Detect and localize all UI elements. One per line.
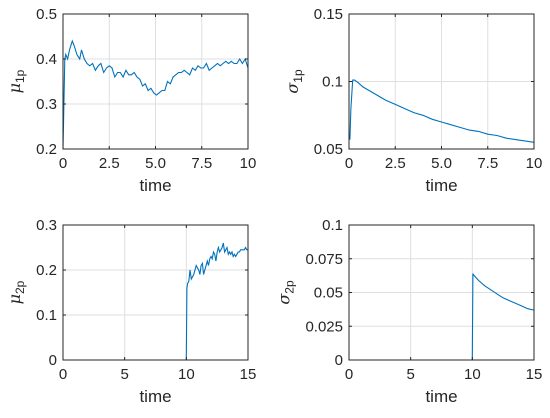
x-tick-label: 2.5 bbox=[99, 155, 120, 172]
series-line bbox=[349, 79, 535, 143]
y-axis-label-subscript: 1p bbox=[13, 69, 27, 83]
x-tick-label: 0 bbox=[59, 366, 67, 383]
series-line bbox=[63, 242, 248, 361]
x-tick-label: 5.0 bbox=[431, 155, 452, 172]
x-tick-label: 2.5 bbox=[385, 155, 406, 172]
x-tick-label: 5.0 bbox=[145, 155, 166, 172]
y-tick-label: 0.075 bbox=[305, 251, 343, 268]
series-line bbox=[349, 273, 535, 361]
x-tick-label: 10 bbox=[240, 155, 257, 172]
x-tick-label: 7.5 bbox=[191, 155, 212, 172]
y-axis-label: μ1p bbox=[5, 69, 27, 93]
x-tick-label: 0 bbox=[59, 155, 67, 172]
axes-box bbox=[62, 224, 249, 361]
y-tick-label: 0.1 bbox=[322, 74, 343, 91]
y-tick-label: 0.3 bbox=[36, 96, 57, 113]
y-tick-label: 0.05 bbox=[314, 285, 343, 302]
y-axis-label-subscript: 2p bbox=[13, 280, 27, 294]
y-axis-label: μ2p bbox=[5, 280, 27, 304]
y-axis-label: σ1p bbox=[283, 69, 305, 94]
y-axis-label: σ2p bbox=[275, 280, 297, 305]
y-tick-label: 0 bbox=[49, 352, 57, 369]
x-tick-label: 10 bbox=[178, 366, 195, 383]
subplot-3: 0 5 10 15 0 0.1 0.2 0.3 time μ2p bbox=[5, 217, 256, 406]
series-line bbox=[62, 39, 249, 150]
subplot-2: 0 2.5 5.0 7.5 10 0.05 0.1 0.15 time σ1p bbox=[283, 6, 543, 195]
x-tick-label: 5 bbox=[120, 366, 128, 383]
y-tick-label: 0.15 bbox=[314, 6, 343, 23]
x-axis-label: time bbox=[425, 176, 457, 195]
x-tick-label: 15 bbox=[526, 366, 543, 383]
y-tick-label: 0.5 bbox=[36, 6, 57, 23]
subplot-1: 0 2.5 5.0 7.5 10 0.2 0.3 0.4 0.5 time μ1p bbox=[5, 6, 256, 195]
y-tick-label: 0.1 bbox=[36, 307, 57, 324]
x-axis-label: time bbox=[139, 387, 171, 406]
y-tick-label: 0.3 bbox=[36, 217, 57, 234]
x-axis-label: time bbox=[139, 176, 171, 195]
y-tick-label: 0.025 bbox=[305, 318, 343, 335]
y-tick-label: 0.2 bbox=[36, 141, 57, 158]
subplot-4: 0 5 10 15 0 0.025 0.05 0.075 0.1 time σ2p bbox=[275, 217, 543, 406]
x-tick-label: 10 bbox=[464, 366, 481, 383]
x-tick-label: 5 bbox=[406, 366, 414, 383]
y-tick-label: 0.2 bbox=[36, 262, 57, 279]
y-tick-label: 0.4 bbox=[36, 51, 57, 68]
y-tick-label: 0.1 bbox=[322, 217, 343, 234]
x-tick-label: 15 bbox=[240, 366, 257, 383]
y-axis-label-subscript: 2p bbox=[283, 280, 297, 294]
x-tick-label: 0 bbox=[345, 155, 353, 172]
x-tick-label: 0 bbox=[345, 366, 353, 383]
x-tick-label: 10 bbox=[526, 155, 543, 172]
x-axis-label: time bbox=[425, 387, 457, 406]
y-tick-label: 0.05 bbox=[314, 141, 343, 158]
y-tick-label: 0 bbox=[335, 352, 343, 369]
y-axis-label-subscript: 1p bbox=[291, 69, 305, 83]
x-tick-label: 7.5 bbox=[477, 155, 498, 172]
